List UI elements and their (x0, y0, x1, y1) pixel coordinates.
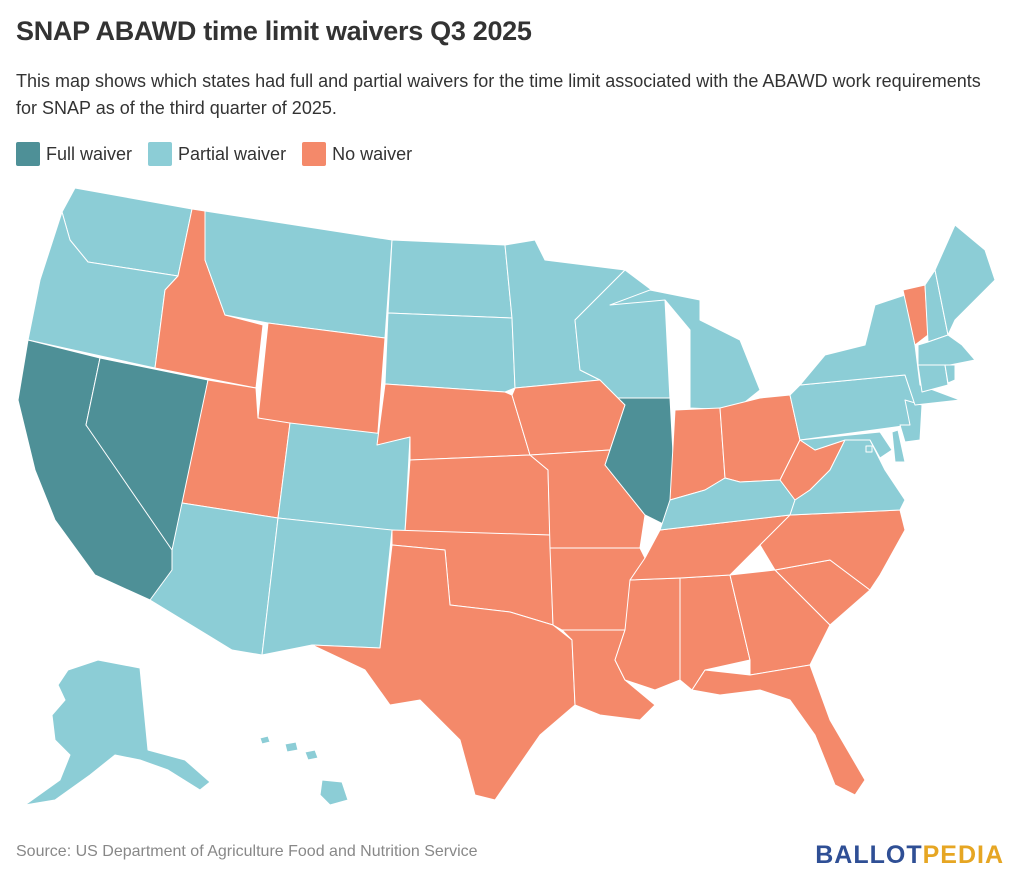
legend-swatch-partial (148, 142, 173, 166)
state-MD[interactable] (799, 431, 893, 459)
logo-part1: BALLOT (815, 841, 923, 869)
state-CT[interactable] (917, 364, 949, 393)
ballotpedia-logo[interactable]: BALLOTPEDIA (815, 841, 1004, 870)
state-VA[interactable] (789, 439, 906, 516)
state-DC[interactable] (865, 445, 873, 453)
logo-part2: PEDIA (922, 841, 1004, 869)
state-TX[interactable] (311, 544, 576, 801)
legend: Full waiver Partial waiver No waiver (16, 142, 428, 166)
state-IA[interactable] (511, 379, 626, 456)
state-NJ[interactable] (899, 399, 923, 443)
legend-swatch-full (16, 142, 40, 166)
legend-label-partial: Partial waiver (178, 143, 287, 164)
state-ND[interactable] (387, 239, 513, 319)
state-MI[interactable] (609, 289, 761, 411)
legend-item-none: No waiver (302, 142, 412, 166)
state-IL[interactable] (604, 397, 676, 526)
us-map (17, 187, 996, 806)
state-HI[interactable] (259, 735, 349, 806)
legend-label-full: Full waiver (46, 143, 133, 164)
state-FL[interactable] (691, 664, 866, 796)
map-title: SNAP ABAWD time limit waivers Q3 2025 (16, 16, 532, 46)
state-AK[interactable] (24, 659, 211, 806)
legend-swatch-none (302, 142, 327, 166)
state-RI[interactable] (944, 364, 956, 384)
legend-item-full: Full waiver (16, 142, 132, 166)
state-MA[interactable] (917, 334, 976, 366)
legend-item-partial: Partial waiver (148, 142, 286, 166)
state-NM[interactable] (261, 517, 393, 656)
state-NC[interactable] (759, 509, 906, 591)
state-KS[interactable] (404, 454, 551, 536)
state-SD[interactable] (384, 312, 516, 393)
state-DE[interactable] (891, 429, 906, 463)
legend-label-none: No waiver (332, 143, 413, 164)
source-note: Source: US Department of Agriculture Foo… (16, 843, 478, 860)
map-subtitle: This map shows which states had full and… (16, 71, 981, 118)
